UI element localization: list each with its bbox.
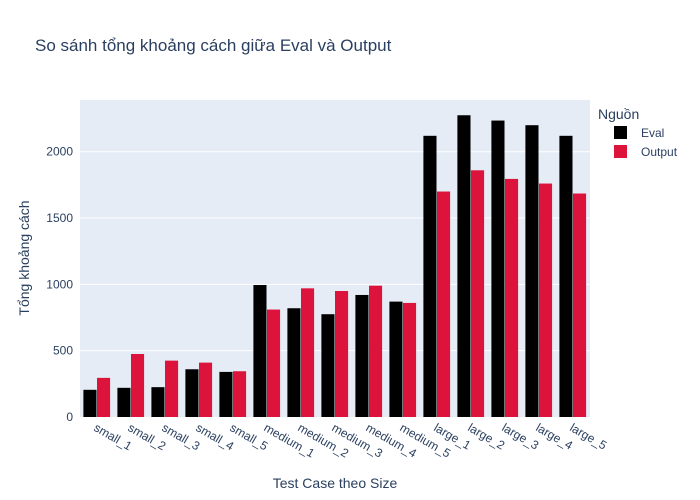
bar-output	[539, 183, 553, 417]
x-axis-title: Test Case theo Size	[273, 475, 398, 491]
bar-eval	[389, 301, 403, 417]
legend-item-output[interactable]: Output	[614, 145, 678, 159]
bar-output	[233, 371, 247, 417]
bar-eval	[219, 371, 233, 417]
bar-eval	[117, 387, 131, 417]
legend-item-eval[interactable]: Eval	[614, 126, 664, 140]
bar-output	[335, 291, 349, 417]
bar-output	[165, 360, 179, 417]
bar-output	[131, 354, 145, 417]
bar-eval	[457, 115, 471, 417]
bar-output	[301, 288, 315, 417]
bar-eval	[525, 125, 539, 417]
legend-title: Nguồn	[598, 106, 639, 122]
y-tick-label: 1500	[46, 211, 73, 225]
y-tick-label: 0	[66, 410, 73, 424]
bar-output	[471, 170, 485, 417]
x-tick-label: large_3	[500, 420, 542, 452]
bar-eval	[151, 387, 165, 417]
y-tick-label: 500	[53, 344, 73, 358]
y-tick-label: 1000	[46, 277, 73, 291]
bar-output	[97, 377, 111, 417]
y-axis-ticks: 0 500 1000 1500 2000	[46, 145, 73, 424]
bar-eval	[491, 120, 505, 417]
bar-output	[267, 309, 281, 417]
bar-eval	[287, 308, 301, 417]
bar-output	[437, 191, 451, 417]
x-tick-label: small_1	[92, 420, 135, 453]
legend[interactable]: Nguồn Eval Output	[598, 106, 678, 159]
legend-swatch-eval	[614, 126, 627, 139]
bar-eval	[83, 389, 97, 417]
bar-output	[199, 362, 213, 417]
bar-eval	[321, 314, 335, 417]
bar-eval	[355, 294, 369, 417]
chart-title: So sánh tổng khoảng cách giữa Eval và Ou…	[35, 36, 392, 55]
bar-output	[573, 193, 587, 417]
legend-label-eval: Eval	[641, 126, 664, 140]
y-tick-label: 2000	[46, 145, 73, 159]
bar-eval	[185, 369, 199, 417]
legend-label-output: Output	[641, 145, 678, 159]
bar-output	[369, 285, 383, 417]
x-tick-label: small_4	[194, 420, 237, 453]
x-axis-ticks: small_1small_2small_3small_4small_5mediu…	[92, 420, 610, 460]
bar-output	[403, 302, 417, 417]
x-tick-label: large_4	[534, 420, 576, 452]
x-tick-label: large_5	[568, 420, 610, 452]
bar-eval	[559, 135, 573, 417]
bar-eval	[253, 285, 267, 417]
y-axis-title: Tổng khoảng cách	[16, 200, 32, 315]
x-tick-label: small_2	[126, 420, 169, 453]
x-tick-label: large_2	[466, 420, 508, 452]
bar-eval	[423, 135, 437, 417]
bars	[83, 115, 587, 417]
x-tick-label: small_5	[228, 420, 271, 453]
bar-output	[505, 178, 519, 417]
x-tick-label: small_3	[160, 420, 203, 453]
legend-swatch-output	[614, 145, 627, 158]
